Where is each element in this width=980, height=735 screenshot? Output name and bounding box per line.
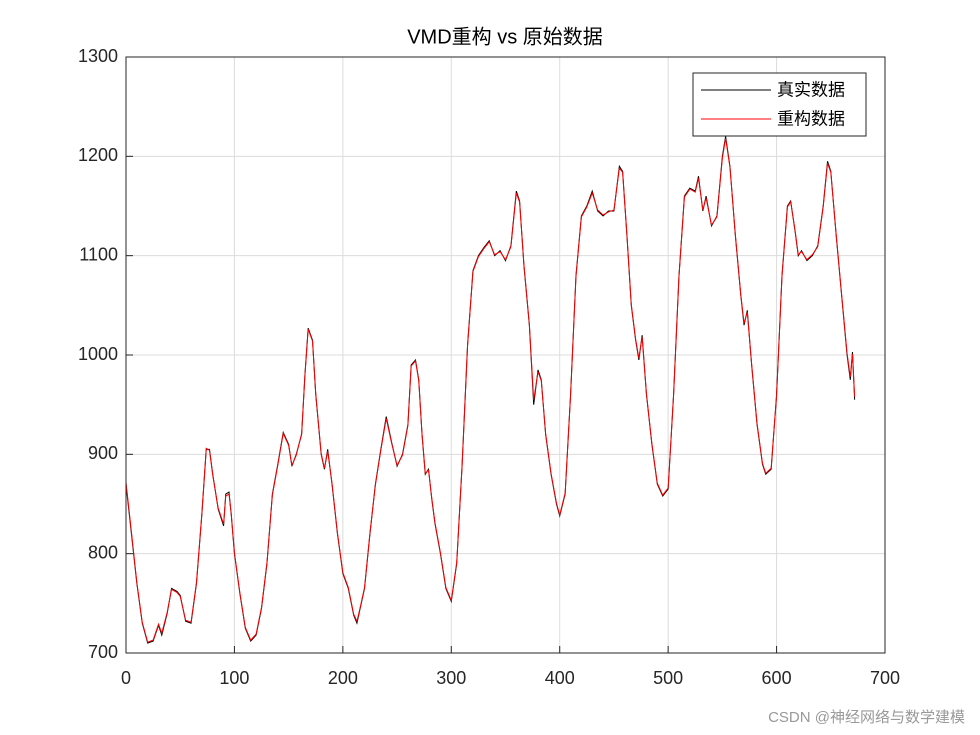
legend-box [692, 72, 867, 137]
y-tick-label: 800 [88, 542, 118, 562]
y-tick-label: 700 [88, 642, 118, 662]
x-tick-label: 700 [870, 668, 900, 688]
watermark: CSDN @神经网络与数学建模 [768, 709, 965, 726]
data-line [125, 138, 856, 643]
x-tick-label: 300 [436, 668, 466, 688]
x-tick-label: 500 [653, 668, 683, 688]
legend-label: 重构数据 [777, 110, 845, 130]
y-tick-label: 900 [88, 443, 118, 463]
x-tick-label: 0 [121, 668, 131, 688]
chart-title: VMD重构 vs 原始数据 [407, 25, 603, 48]
y-tick-label: 1100 [79, 244, 118, 264]
x-tick-label: 200 [328, 668, 358, 688]
y-tick-label: 1000 [78, 344, 118, 364]
x-tick-label: 100 [219, 668, 249, 688]
y-tick-label: 1300 [78, 46, 118, 66]
x-tick-label: 600 [762, 668, 792, 688]
y-tick-label: 1200 [78, 145, 118, 165]
x-tick-label: 400 [545, 668, 575, 688]
legend-label: 真实数据 [777, 81, 845, 101]
